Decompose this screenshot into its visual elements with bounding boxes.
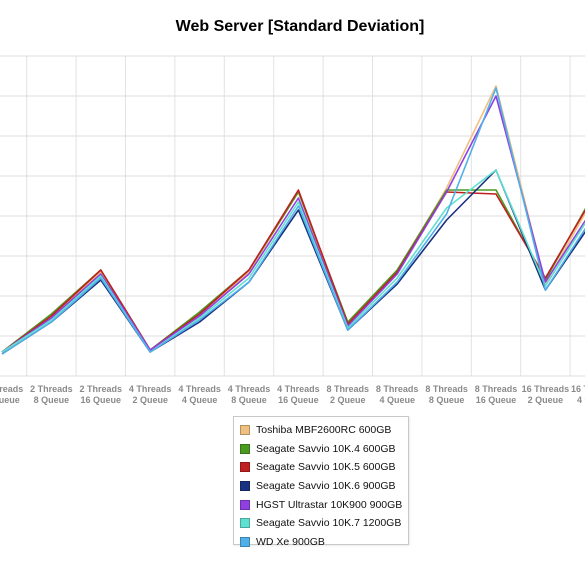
- legend-swatch: [240, 499, 250, 510]
- legend-label: Seagate Savvio 10K.6 900GB: [256, 480, 396, 493]
- series-line: [1, 189, 585, 353]
- x-tick-label: 2 Threads 8 Queue: [30, 384, 73, 405]
- legend-swatch: [240, 481, 250, 492]
- series-line: [1, 85, 585, 353]
- x-tick-label: 8 Threads 8 Queue: [425, 384, 468, 405]
- x-tick-label: 8 Threads 16 Queue: [475, 384, 518, 405]
- legend-label: Seagate Savvio 10K.7 1200GB: [256, 517, 402, 530]
- legend-item[interactable]: Toshiba MBF2600RC 600GB: [240, 421, 408, 440]
- legend-item[interactable]: Seagate Savvio 10K.5 600GB: [240, 458, 408, 477]
- legend-swatch: [240, 518, 250, 529]
- x-tick-label: 8 Threads 2 Queue: [327, 384, 370, 405]
- series-line: [1, 95, 585, 353]
- legend-label: WD Xe 900GB: [256, 535, 325, 548]
- legend-label: Seagate Savvio 10K.4 600GB: [256, 442, 396, 455]
- legend-swatch: [240, 425, 250, 436]
- legend-item[interactable]: Seagate Savvio 10K.4 600GB: [240, 440, 408, 459]
- legend: Toshiba MBF2600RC 600GB Seagate Savvio 10…: [233, 416, 409, 548]
- series-line: [1, 169, 585, 353]
- legend-swatch: [240, 536, 250, 547]
- legend-item[interactable]: Seagate Savvio 10K.7 1200GB: [240, 514, 408, 533]
- legend-swatch: [240, 462, 250, 473]
- x-tick-label: 2 Threads 16 Queue: [80, 384, 123, 405]
- x-tick-label: 4 Threads 2 Queue: [129, 384, 172, 405]
- x-tick-label: 4 Threads 4 Queue: [178, 384, 221, 405]
- x-tick-label: 4 Threads 8 Queue: [228, 384, 271, 405]
- legend-item[interactable]: HGST Ultrastar 10K900 900GB: [240, 495, 408, 514]
- legend-label: HGST Ultrastar 10K900 900GB: [256, 498, 403, 511]
- legend-item[interactable]: Seagate Savvio 10K.6 900GB: [240, 477, 408, 496]
- legend-label: Seagate Savvio 10K.5 600GB: [256, 461, 396, 474]
- x-tick-label: 8 Threads 4 Queue: [376, 384, 419, 405]
- x-tick-label: 16 Threads 2 Queue: [522, 384, 570, 405]
- legend-label: Toshiba MBF2600RC 600GB: [256, 424, 392, 437]
- x-tick-label: 4 Threads 16 Queue: [277, 384, 320, 405]
- series-lines: [1, 85, 585, 355]
- chart-title: Web Server [Standard Deviation]: [175, 18, 425, 35]
- legend-item[interactable]: WD Xe 900GB: [240, 533, 408, 552]
- series-line: [1, 87, 585, 355]
- legend-swatch: [240, 443, 250, 454]
